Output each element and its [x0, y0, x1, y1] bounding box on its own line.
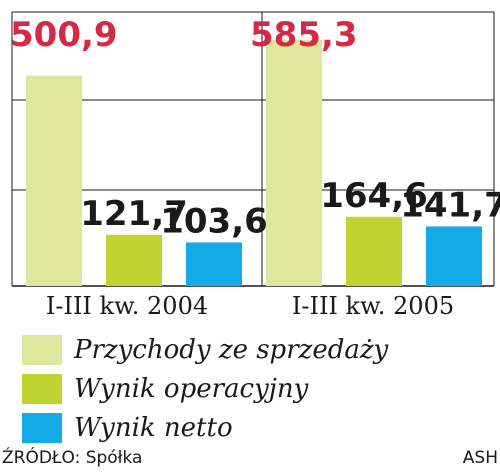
value-label-net-0: 103,6 — [160, 201, 268, 241]
value-label-operating-0: 121,7 — [80, 194, 188, 234]
legend-item-operating: Wynik operacyjny — [22, 369, 388, 408]
bar-revenue-1 — [266, 40, 322, 286]
legend-item-net: Wynik netto — [22, 408, 388, 447]
author-credit: ASH — [462, 448, 498, 468]
value-label-net-1: 141,7 — [400, 185, 500, 225]
bar-net-0 — [186, 242, 242, 286]
bar-net-1 — [426, 226, 482, 286]
chart-grid — [11, 11, 495, 287]
legend-label-operating: Wynik operacyjny — [74, 373, 309, 404]
bars — [26, 40, 482, 287]
legend-swatch-net — [22, 412, 62, 443]
legend-item-revenue: Przychody ze sprzedaży — [22, 330, 388, 369]
source-note: ŹRÓDŁO: Spółka — [2, 448, 143, 468]
bar-operating-1 — [346, 216, 402, 286]
value-label-operating-1: 164,6 — [320, 176, 428, 216]
value-label-revenue-0: 500,9 — [10, 15, 118, 55]
legend-swatch-revenue — [22, 334, 62, 365]
value-label-revenue-1: 585,3 — [250, 15, 358, 55]
legend-label-net: Wynik netto — [74, 412, 233, 443]
category-label-2004: I-III kw. 2004 — [45, 292, 209, 320]
legend-label-revenue: Przychody ze sprzedaży — [74, 334, 389, 365]
legend-swatch-operating — [22, 373, 62, 404]
category-label-2005: I-III kw. 2005 — [291, 292, 455, 320]
bar-revenue-0 — [26, 75, 82, 287]
legend: Przychody ze sprzedaży Wynik operacyjny … — [22, 330, 388, 447]
bar-operating-0 — [106, 234, 162, 286]
